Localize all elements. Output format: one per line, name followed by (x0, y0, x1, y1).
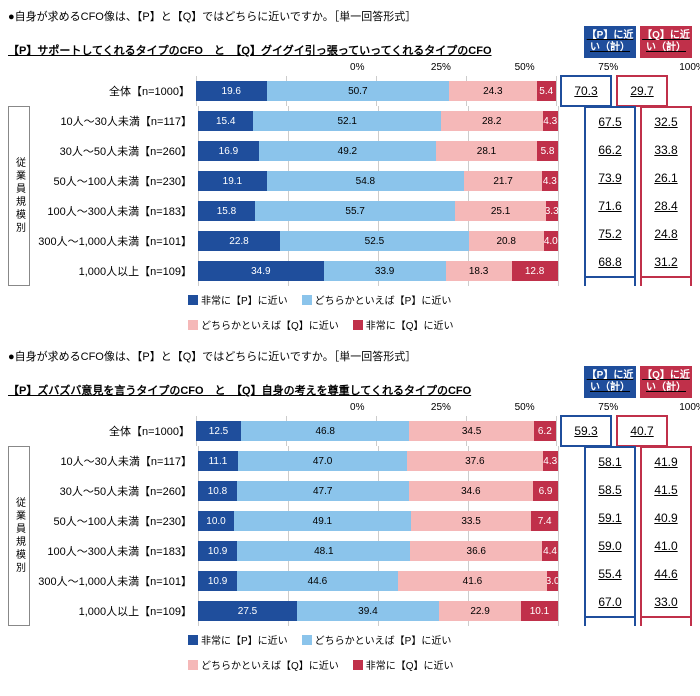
bar-segment: 34.5 (409, 421, 533, 441)
bar-segment: 52.5 (280, 231, 469, 251)
bar-segment: 6.9 (533, 481, 558, 501)
legend-item: 非常に【Q】に近い (353, 657, 454, 672)
bar-segment: 19.1 (198, 171, 267, 191)
bar-segment: 10.0 (198, 511, 234, 531)
bar-segment: 47.0 (238, 451, 407, 471)
legend-item: どちらかといえば【P】に近い (302, 292, 452, 307)
bar-segment: 18.3 (446, 261, 512, 281)
bar-segment: 12.5 (196, 421, 241, 441)
bar-segment: 46.8 (241, 421, 409, 441)
bar-segment: 12.8 (512, 261, 558, 281)
bar-segment: 24.3 (449, 81, 536, 101)
bar-segment: 4.3 (542, 171, 557, 191)
bar-segment: 33.5 (411, 511, 532, 531)
header-p: 【P】に近い（計） (584, 366, 636, 398)
bar-segment: 47.7 (237, 481, 409, 501)
bar-segment: 50.7 (267, 81, 450, 101)
bar-segment: 44.6 (237, 571, 397, 591)
header-p: 【P】に近い（計） (584, 26, 636, 58)
bar-segment: 36.6 (410, 541, 542, 561)
bar-segment: 3.0 (547, 571, 558, 591)
bar-segment: 33.9 (324, 261, 446, 281)
legend-item: どちらかといえば【P】に近い (302, 632, 452, 647)
header-q: 【Q】に近い（計） (640, 366, 692, 398)
bar-segment: 28.1 (436, 141, 537, 161)
bar-segment: 22.8 (198, 231, 280, 251)
legend-item: 非常に【P】に近い (188, 632, 288, 647)
bar-segment: 41.6 (398, 571, 548, 591)
bar-segment: 34.6 (409, 481, 534, 501)
bar-segment: 6.2 (534, 421, 556, 441)
bar-segment: 10.1 (521, 601, 557, 621)
bar-segment: 37.6 (407, 451, 542, 471)
bar-segment: 4.0 (544, 231, 558, 251)
header-q: 【Q】に近い（計） (640, 26, 692, 58)
bar-segment: 20.8 (469, 231, 544, 251)
bar-segment: 4.4 (542, 541, 558, 561)
bar-segment: 39.4 (297, 601, 439, 621)
bar-segment: 54.8 (267, 171, 464, 191)
bar-segment: 49.2 (259, 141, 436, 161)
bar-segment: 49.1 (234, 511, 411, 531)
bar-segment: 10.8 (198, 481, 237, 501)
bar-segment: 48.1 (237, 541, 410, 561)
bar-segment: 15.8 (198, 201, 255, 221)
bar-segment: 25.1 (455, 201, 545, 221)
bar-segment: 4.3 (543, 451, 558, 471)
bar-segment: 10.9 (198, 541, 237, 561)
bar-segment: 4.3 (543, 111, 558, 131)
bar-segment: 3.3 (546, 201, 558, 221)
bar-segment: 10.9 (198, 571, 237, 591)
bar-segment: 15.4 (198, 111, 253, 131)
bar-segment: 5.8 (537, 141, 558, 161)
bar-segment: 27.5 (198, 601, 297, 621)
legend-item: 非常に【P】に近い (188, 292, 288, 307)
legend-item: どちらかといえば【Q】に近い (188, 317, 339, 332)
bar-segment: 52.1 (253, 111, 441, 131)
bar-segment: 55.7 (255, 201, 456, 221)
bar-segment: 28.2 (441, 111, 543, 131)
bar-segment: 16.9 (198, 141, 259, 161)
bar-segment: 19.6 (196, 81, 267, 101)
bar-segment: 7.4 (531, 511, 558, 531)
legend-item: どちらかといえば【Q】に近い (188, 657, 339, 672)
bar-segment: 22.9 (439, 601, 521, 621)
bar-segment: 21.7 (464, 171, 542, 191)
bar-segment: 5.4 (537, 81, 556, 101)
bar-segment: 34.9 (198, 261, 324, 281)
legend-item: 非常に【Q】に近い (353, 317, 454, 332)
bar-segment: 11.1 (198, 451, 238, 471)
